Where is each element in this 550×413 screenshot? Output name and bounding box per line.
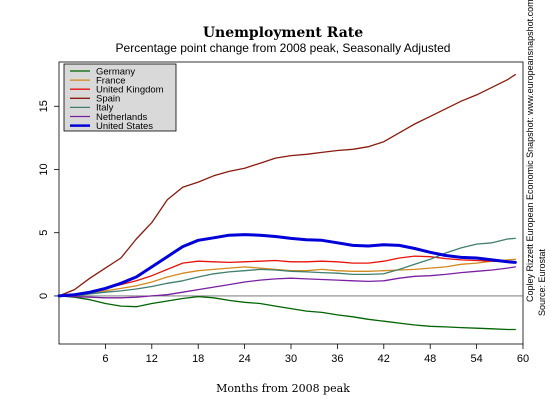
series-line-united-kingdom [58,255,516,297]
y-axis: 0 5 10 15 [38,100,59,299]
x-tick-label: 12 [146,353,158,365]
legend-label: Germany [96,66,135,77]
x-tick-label: 60 [517,353,529,365]
legend-box [63,63,177,132]
side-note-attribution: Copley Rizzett European Economic Snapsho… [525,0,535,302]
y-tick-label: 10 [38,163,50,175]
x-tick-label: 24 [238,353,250,365]
series-line-netherlands [58,266,516,299]
x-tick-label: 30 [285,353,297,365]
x-tick-label: 54 [470,353,482,365]
series-line-united-states [57,233,517,298]
x-tick-label: 6 [102,353,108,365]
chart-subtitle: Percentage point change from 2008 peak, … [116,41,451,55]
legend-label: Italy [96,103,114,114]
y-tick-label: 15 [38,100,50,112]
side-note-source: Source: Eurostat [537,248,547,316]
x-axis-label: Months from 2008 peak [216,382,350,395]
x-tick-label: 48 [424,353,436,365]
series-line-italy [58,237,516,297]
y-tick-label: 0 [38,293,50,299]
y-tick-label: 5 [38,230,50,236]
legend-label: France [96,75,126,86]
x-axis: 6 12 18 24 30 36 42 48 54 60 [102,344,529,365]
x-tick-label: 36 [331,353,343,365]
x-tick-label: 18 [192,353,204,365]
legend-label: United Kingdom [96,85,164,96]
legend-label: Spain [96,94,120,105]
legend-label: Netherlands [96,112,147,123]
series-lines [57,73,517,331]
x-tick-label: 42 [378,353,390,365]
series-line-germany [58,295,516,331]
series-line-spain [58,73,516,297]
legend-label: United States [96,121,153,132]
chart-title: Unemployment Rate [203,25,363,41]
